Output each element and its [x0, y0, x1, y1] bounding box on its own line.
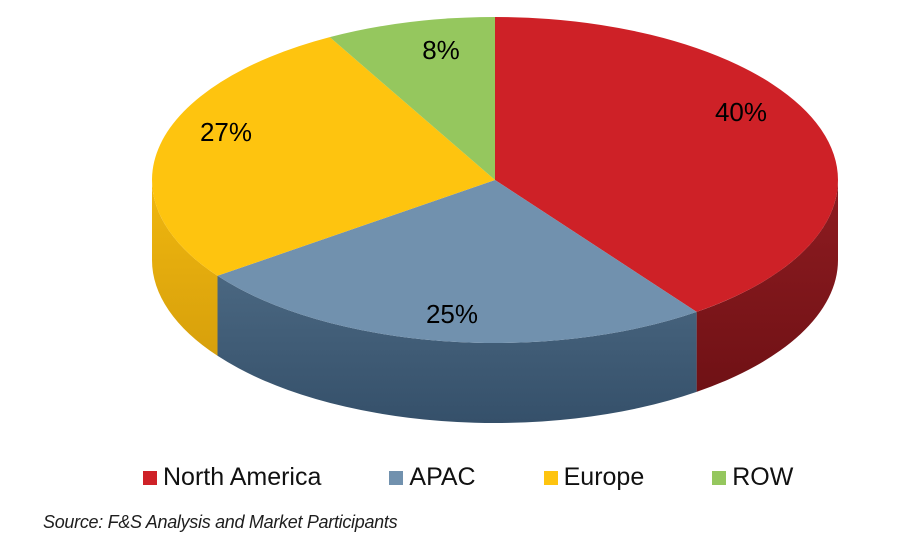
- pie-percent-label-row: 8%: [422, 35, 460, 65]
- pie-percent-label-apac: 25%: [426, 299, 478, 329]
- pie-slice-apac-top: [217, 180, 697, 344]
- legend-label: Europe: [563, 463, 645, 491]
- pie-slice-north-america-top: [495, 17, 838, 312]
- pie-percent-label-europe: 27%: [200, 117, 252, 147]
- legend-label: APAC: [409, 463, 476, 491]
- legend-label: ROW: [732, 463, 794, 491]
- source-note: Source: F&S Analysis and Market Particip…: [43, 512, 398, 532]
- legend-label: North America: [163, 463, 322, 491]
- legend-swatch-europe: [543, 470, 558, 485]
- pie-slice-row-top: [329, 17, 495, 180]
- pie-slice-europe-top: [151, 37, 495, 276]
- legend: North America APAC Europe ROW: [143, 463, 794, 492]
- pie-slice-north-america-side: [696, 180, 838, 392]
- pie-percent-label-north-america: 40%: [715, 97, 767, 127]
- pie-slice-apac-side: [217, 275, 697, 424]
- legend-swatch-north-america: [143, 470, 157, 485]
- legend-swatch-apac: [389, 470, 404, 485]
- pie-chart: 40% 25% 27% 8%: [151, 17, 838, 424]
- legend-item-north-america: North America: [143, 463, 322, 492]
- legend-item-europe: Europe: [543, 463, 645, 492]
- pie-slice-europe-side: [152, 180, 218, 356]
- legend-item-apac: APAC: [389, 463, 476, 492]
- legend-item-row: ROW: [712, 463, 794, 492]
- legend-swatch-row: [712, 470, 727, 485]
